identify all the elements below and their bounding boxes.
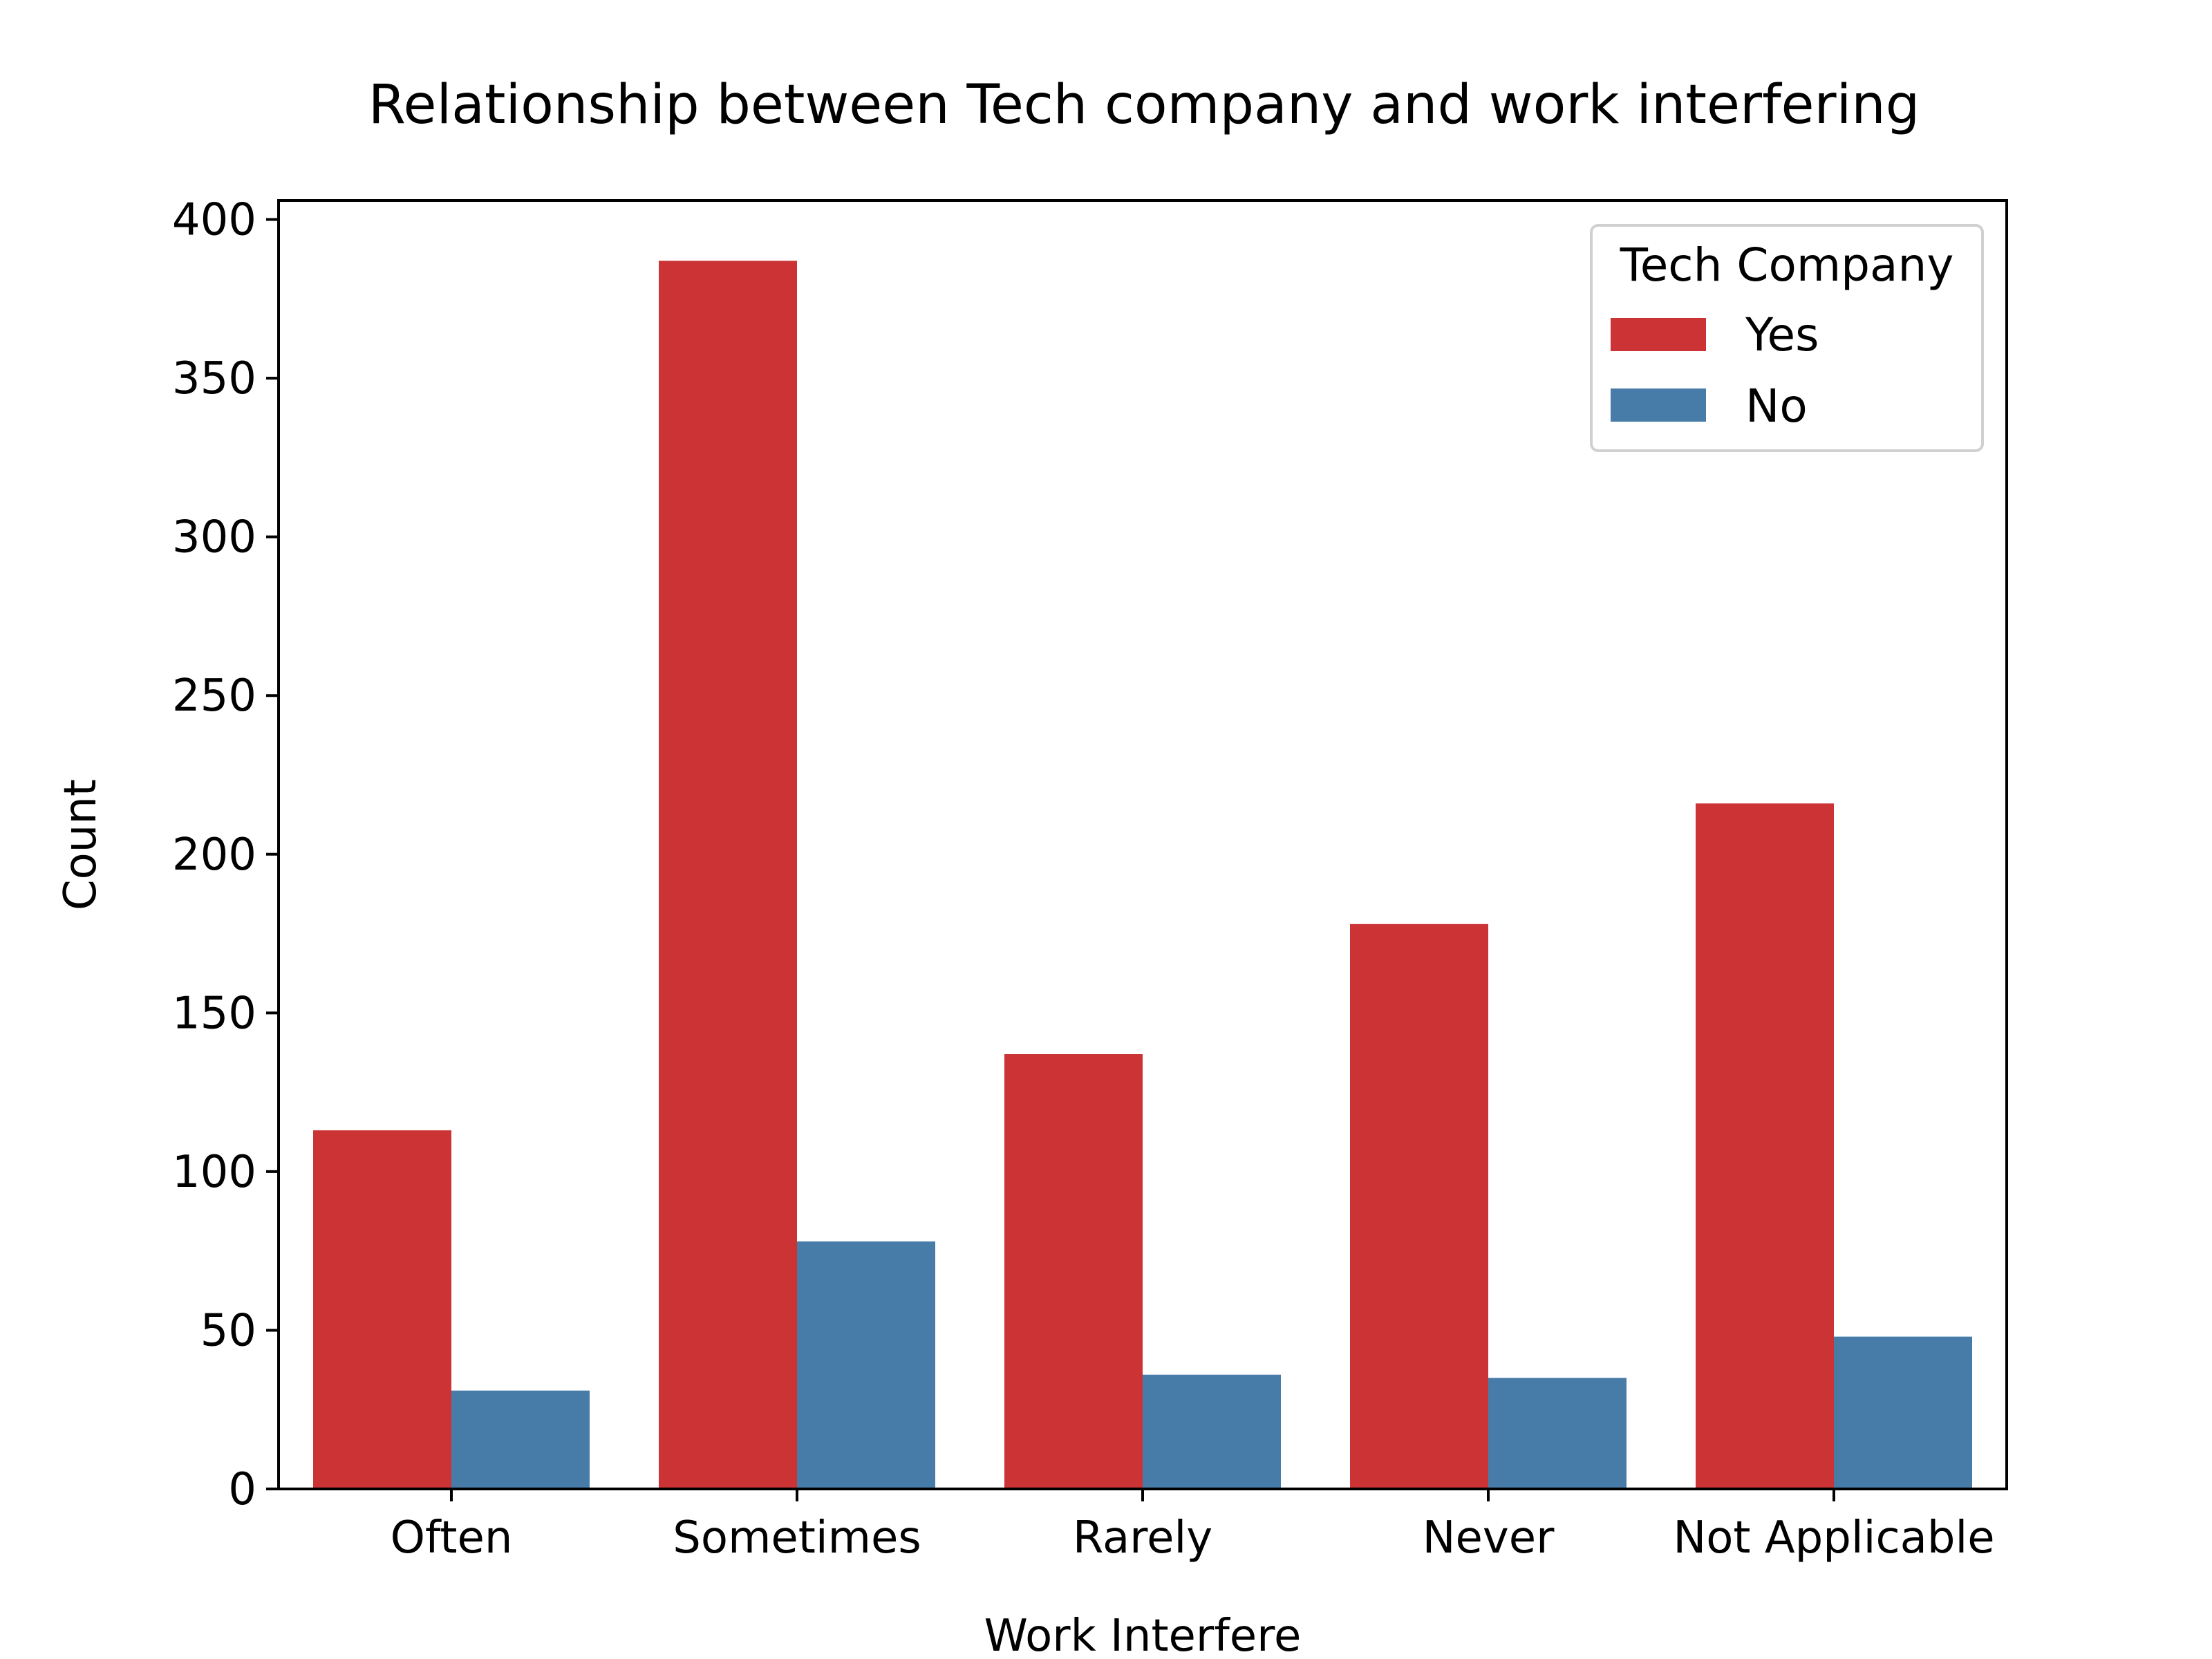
y-tick-label: 0 [228,1464,256,1515]
plot-frame [277,199,2008,1490]
bar-sometimes-yes [659,261,797,1489]
x-tick-label: Sometimes [673,1512,921,1564]
legend-label-yes: Yes [1745,308,1819,362]
chart-title: Relationship between Tech company and wo… [368,74,1920,136]
legend-label-no: No [1745,379,1808,433]
x-tick-label: Rarely [1073,1512,1212,1564]
bars-group [313,261,1972,1489]
bar-rarely-yes [1004,1054,1143,1489]
y-tick-label: 200 [172,830,256,881]
y-tick-label: 250 [172,671,256,722]
x-axis-label: Work Interfere [984,1611,1302,1659]
x-tick-label: Never [1423,1512,1555,1564]
legend-swatch-no [1611,388,1706,422]
y-axis-ticks: 0 50 100 150 200 250 300 350 400 [172,195,279,1515]
legend: Tech Company Yes No [1590,224,1984,452]
legend-swatch-yes [1611,318,1706,351]
x-axis-ticks: Often Sometimes Rarely Never Not Applicable [391,1489,1995,1564]
bar-rarely-no [1143,1374,1281,1489]
bar-not-applicable-yes [1696,803,1834,1489]
bar-often-yes [313,1130,451,1489]
bar-never-yes [1350,924,1488,1489]
y-tick-label: 350 [172,353,256,404]
y-tick-label: 300 [172,512,256,563]
y-axis-label: Count [55,779,106,910]
y-tick-label: 100 [172,1147,256,1198]
y-tick-label: 150 [172,988,256,1039]
x-tick-label: Often [391,1512,513,1564]
y-tick-label: 50 [200,1305,256,1356]
bar-not-applicable-no [1834,1336,1972,1489]
y-tick-label: 400 [172,195,256,246]
legend-title: Tech Company [1620,238,1954,292]
x-tick-label: Not Applicable [1673,1512,1994,1564]
bar-never-no [1488,1378,1627,1489]
bar-often-no [451,1390,590,1489]
bar-sometimes-no [797,1241,935,1489]
